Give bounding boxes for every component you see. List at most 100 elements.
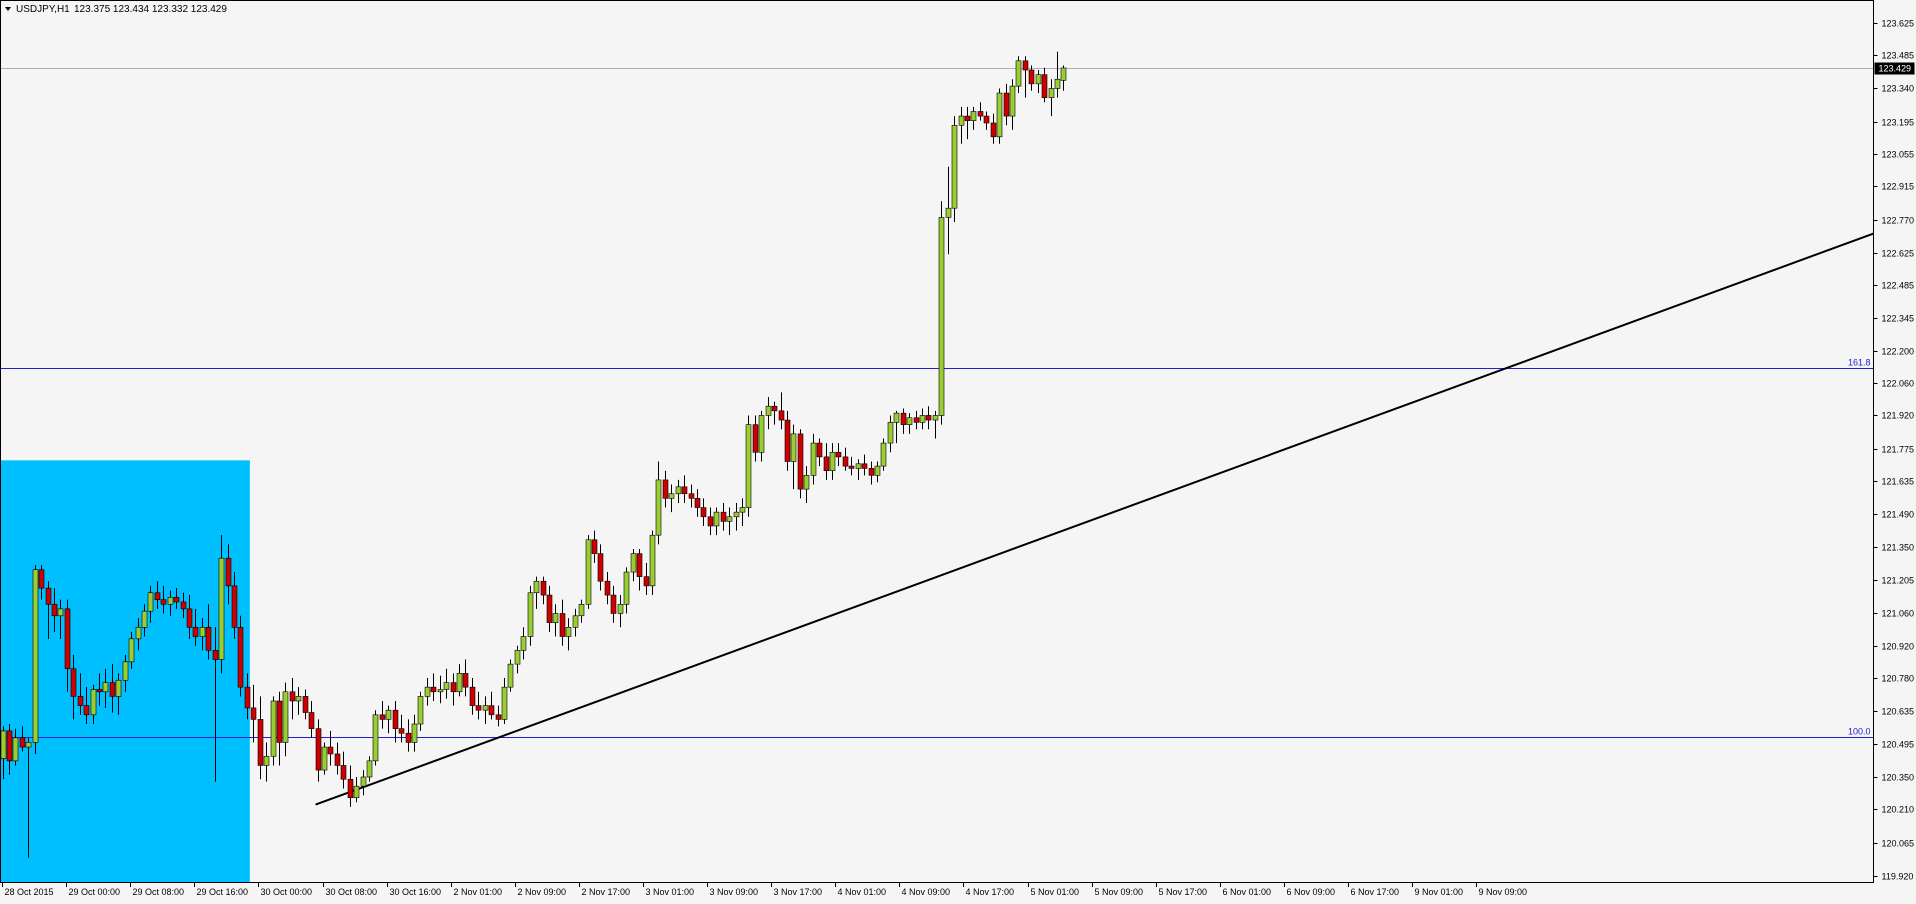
candle-body-bull xyxy=(366,760,373,778)
y-tick-label: 121.060 xyxy=(1882,609,1915,619)
x-tick-label: 3 Nov 01:00 xyxy=(646,887,695,897)
candle-body-bear xyxy=(900,412,907,425)
candle-body-bull xyxy=(295,696,302,702)
y-tick-label: 120.495 xyxy=(1882,740,1915,750)
candle-body-bull xyxy=(623,571,630,605)
y-tick-label: 122.345 xyxy=(1882,314,1915,324)
candle-body-bull xyxy=(1060,67,1067,81)
candle-body-bull xyxy=(372,714,379,762)
candle-body-bear xyxy=(983,115,990,124)
dropdown-triangle-icon[interactable] xyxy=(5,7,11,11)
candle-body-bull xyxy=(353,785,360,799)
candle-body-bear xyxy=(1041,74,1048,98)
x-tick-label: 3 Nov 17:00 xyxy=(774,887,823,897)
candle-body-bear xyxy=(308,712,315,729)
candle-body-bull xyxy=(90,689,97,716)
candle-body-bull xyxy=(932,415,939,421)
candle-body-bear xyxy=(192,626,199,637)
candle-body-bear xyxy=(868,468,875,476)
x-tick-label: 30 Oct 08:00 xyxy=(326,887,378,897)
y-tick-label: 121.920 xyxy=(1882,411,1915,421)
candle-body-bull xyxy=(25,742,32,748)
candle-body-bull xyxy=(565,626,572,637)
candle-body-bull xyxy=(829,451,836,472)
candle-body-bear xyxy=(610,594,617,614)
candle-body-bull xyxy=(424,686,431,697)
candle-body-bull xyxy=(167,597,174,605)
candle-body-bear xyxy=(405,732,412,743)
y-axis-ticks: 123.625 123.485 123.340 123.195 123.055 122.9… xyxy=(1873,19,1915,882)
candle-body-bull xyxy=(552,613,559,623)
candle-body-bull xyxy=(951,124,958,209)
candle-body-bear xyxy=(398,728,405,734)
y-tick-label: 121.635 xyxy=(1882,477,1915,487)
candle-body-bull xyxy=(270,700,277,757)
x-tick-label: 30 Oct 16:00 xyxy=(390,887,442,897)
candle-body-bear xyxy=(681,486,688,495)
candle-body-bear xyxy=(70,668,77,697)
candle-body-bear xyxy=(1003,92,1010,117)
candle-body-bear xyxy=(276,700,283,743)
candle-body-bear xyxy=(784,419,791,462)
candle-body-bull xyxy=(790,433,797,462)
y-tick-label: 120.920 xyxy=(1882,642,1915,652)
candle-body-bear xyxy=(842,456,849,467)
candle-body-bull xyxy=(668,493,675,499)
candle-body-bull xyxy=(874,465,881,476)
candle-body-bear xyxy=(392,709,399,729)
candle-body-bull xyxy=(745,424,752,508)
candle-body-bull xyxy=(893,412,900,423)
x-tick-label: 4 Nov 09:00 xyxy=(902,887,951,897)
fib-level-label: 100.0 xyxy=(1848,727,1871,737)
candle-body-bear xyxy=(700,507,707,518)
candle-body-bear xyxy=(688,493,695,499)
current-price-box xyxy=(1874,62,1915,75)
candle-body-bear xyxy=(848,465,855,469)
candle-body-bull xyxy=(501,686,508,720)
candle-body-bear xyxy=(96,689,103,693)
current-price-label: 123.429 xyxy=(1879,64,1912,74)
x-tick-label: 2 Nov 01:00 xyxy=(454,887,503,897)
candle-body-bear xyxy=(257,719,264,766)
candle-body-bull xyxy=(527,592,534,637)
trendline xyxy=(315,232,1874,806)
candle-body-bull xyxy=(456,673,463,693)
candle-body-bear xyxy=(83,705,90,716)
candle-body-bear xyxy=(643,576,650,587)
candle-body-bull xyxy=(141,610,148,628)
candle-body-bull xyxy=(572,615,579,628)
candle-body-bear xyxy=(662,479,669,499)
candle-body-bull xyxy=(938,217,945,416)
candle-body-bear xyxy=(977,111,984,117)
x-tick-label: 28 Oct 2015 xyxy=(5,887,54,897)
candle-body-bear xyxy=(604,580,611,596)
x-tick-label: 30 Oct 00:00 xyxy=(261,887,313,897)
candle-body-bear xyxy=(237,626,244,688)
candle-body-bear xyxy=(495,714,502,720)
candle-body-bull xyxy=(443,682,450,690)
y-tick-label: 120.635 xyxy=(1882,707,1915,717)
candle-body-bull xyxy=(507,663,514,688)
x-tick-label: 5 Nov 17:00 xyxy=(1159,887,1208,897)
candle-body-bull xyxy=(649,534,656,587)
candle-body-bull xyxy=(32,569,39,743)
candle-body-bear xyxy=(925,415,932,421)
candle-body-bear xyxy=(302,696,309,713)
y-tick-label: 123.195 xyxy=(1882,118,1915,128)
candle-body-bull xyxy=(758,415,765,453)
candle-body-bear xyxy=(707,516,714,527)
axes-layer xyxy=(0,0,1874,883)
candles-layer xyxy=(0,51,1067,858)
x-tick-label: 9 Nov 01:00 xyxy=(1415,887,1464,897)
candle-body-bear xyxy=(835,451,842,458)
candle-body-bull xyxy=(906,417,913,425)
candle-body-bear xyxy=(591,539,598,554)
candle-body-bull xyxy=(128,638,135,663)
candle-body-bull xyxy=(411,723,418,743)
candle-body-bull xyxy=(803,475,810,490)
x-tick-label: 5 Nov 01:00 xyxy=(1031,887,1080,897)
symbol-label: USDJPY,H1 xyxy=(16,4,70,15)
